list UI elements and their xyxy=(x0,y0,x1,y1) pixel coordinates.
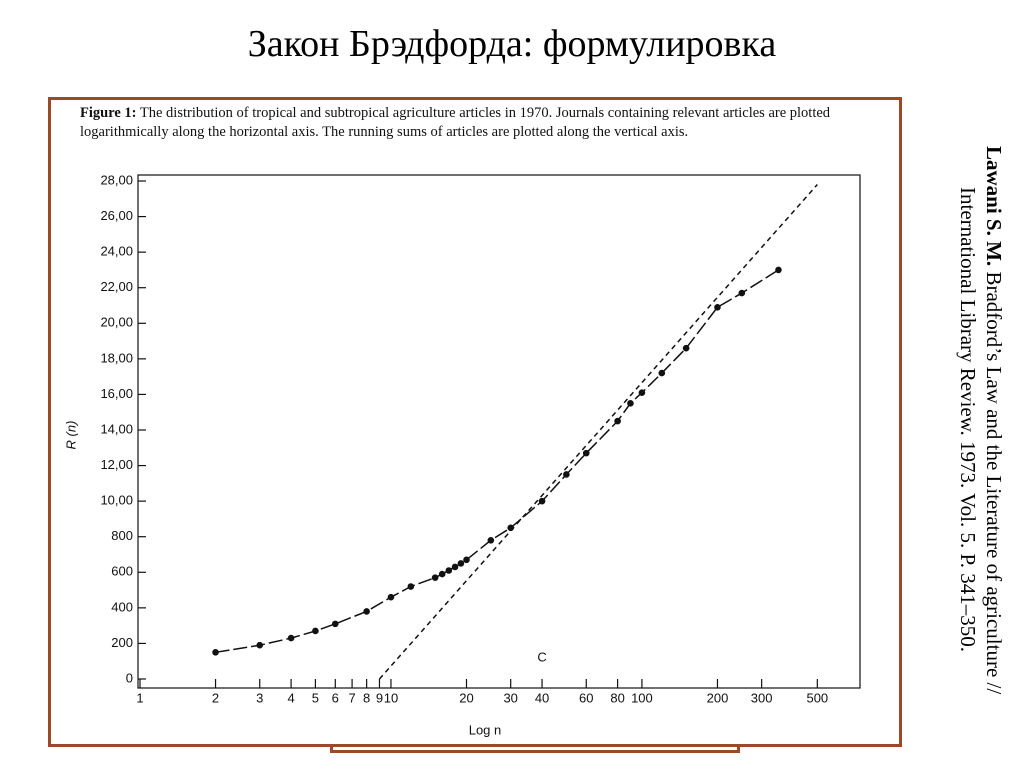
data-point xyxy=(582,449,590,457)
y-tick-label: 26,00 xyxy=(100,208,133,223)
data-point xyxy=(487,536,495,544)
y-tick-label: 22,00 xyxy=(100,279,133,294)
y-tick-label: 600 xyxy=(111,564,133,579)
caption-text: The distribution of tropical and subtrop… xyxy=(80,105,831,140)
data-point xyxy=(451,563,459,571)
data-point xyxy=(658,369,666,377)
citation-author: Lawani S. M. xyxy=(982,145,1006,267)
x-tick-label: 3 xyxy=(256,690,263,705)
y-tick-label: 12,00 xyxy=(100,457,133,472)
y-tick-label: 400 xyxy=(111,599,133,614)
y-tick-label: 200 xyxy=(111,635,133,650)
caption-label: Figure 1: xyxy=(80,105,137,121)
y-tick-label: 20,00 xyxy=(100,315,133,330)
data-point xyxy=(538,497,546,505)
x-tick-label: 1 xyxy=(136,690,143,705)
x-tick-label: 60 xyxy=(579,690,593,705)
x-tick-label: 80 xyxy=(610,690,624,705)
data-point xyxy=(431,574,439,581)
x-tick-label: 30 xyxy=(503,690,517,705)
data-point xyxy=(563,471,570,478)
data-point xyxy=(638,389,646,396)
data-point xyxy=(438,570,446,578)
x-tick-label: 7 xyxy=(348,690,355,705)
data-point xyxy=(387,593,395,601)
y-tick-label: 0 xyxy=(126,670,133,685)
x-tick-label: 20 xyxy=(459,690,473,705)
data-point xyxy=(445,567,453,574)
y-tick-label: 16,00 xyxy=(100,386,133,401)
y-tick-label: 14,00 xyxy=(100,421,133,436)
data-point xyxy=(682,344,690,352)
data-point xyxy=(331,620,339,628)
plot-frame xyxy=(137,174,861,689)
x-tick-label: 100 xyxy=(631,690,653,705)
citation-text: Bradford’s Law and the Literature of agr… xyxy=(956,187,1006,695)
annotation: C xyxy=(537,649,546,664)
x-tick-label: 300 xyxy=(751,690,773,705)
y-tick-label: 18,00 xyxy=(100,350,133,365)
y-tick-label: 800 xyxy=(111,528,133,543)
x-tick-label: 4 xyxy=(287,690,294,705)
data-point xyxy=(407,583,415,590)
frame-tab xyxy=(330,744,740,753)
slide-title: Закон Брэдфорда: формулировка xyxy=(247,23,777,65)
y-tick-label: 10,00 xyxy=(100,493,133,508)
x-tick-label: 8 xyxy=(363,690,370,705)
x-tick-label: 2 xyxy=(212,690,219,705)
data-point xyxy=(287,634,295,642)
data-point xyxy=(312,627,319,635)
x-tick-label: 10 xyxy=(384,690,398,705)
x-tick-label: 40 xyxy=(535,690,549,705)
x-tick-label: 200 xyxy=(707,690,729,705)
reference-line xyxy=(378,184,818,680)
figure-caption: Figure 1: The distribution of tropical a… xyxy=(80,104,870,142)
series-line xyxy=(215,269,779,654)
x-tick-label: 9 xyxy=(376,690,383,705)
data-point xyxy=(463,556,470,564)
figure-frame xyxy=(48,97,902,747)
data-point xyxy=(738,289,746,297)
x-tick-label: 500 xyxy=(806,690,828,705)
y-tick-label: 28,00 xyxy=(100,172,133,187)
x-axis-label: Log n xyxy=(469,722,502,737)
data-point xyxy=(363,608,370,615)
data-point xyxy=(614,417,621,425)
data-point xyxy=(457,560,465,567)
y-axis-label: R (n) xyxy=(63,421,78,450)
data-point xyxy=(775,266,782,274)
data-point xyxy=(627,400,634,407)
x-tick-label: 6 xyxy=(332,690,339,705)
data-point xyxy=(212,649,219,656)
data-point xyxy=(714,303,721,311)
x-tick-label: 5 xyxy=(312,690,319,705)
data-point xyxy=(256,641,264,649)
citation: Lawani S. M. Bradford’s Law and the Lite… xyxy=(912,95,1007,745)
y-tick-label: 24,00 xyxy=(100,244,133,259)
